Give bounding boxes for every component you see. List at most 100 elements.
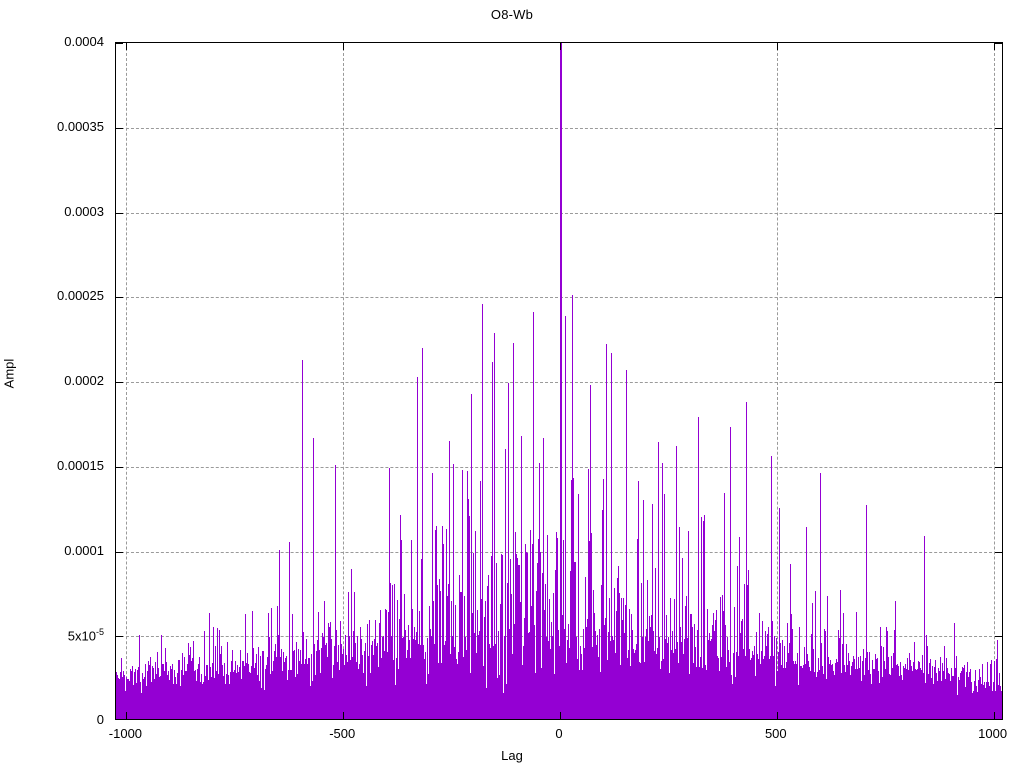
data-impulse — [468, 515, 470, 719]
x-axis-tick-label: -1000 — [108, 726, 143, 741]
data-impulse — [119, 671, 121, 719]
y-axis-tick-mark — [995, 212, 1002, 214]
data-impulse — [164, 647, 166, 719]
data-impulse — [487, 585, 489, 719]
data-impulse — [723, 611, 725, 719]
data-impulse — [494, 332, 496, 719]
data-impulse — [492, 362, 494, 719]
data-impulse — [274, 644, 276, 719]
data-impulse — [513, 624, 515, 719]
data-impulse — [886, 668, 888, 719]
data-impulse — [482, 666, 484, 719]
data-impulse — [591, 533, 593, 719]
data-impulse — [820, 473, 822, 719]
data-impulse — [653, 631, 655, 719]
data-impulse — [403, 593, 405, 719]
data-impulse — [459, 591, 461, 719]
data-impulse — [825, 631, 827, 719]
data-impulse — [456, 662, 458, 719]
data-impulse — [466, 470, 468, 719]
data-impulse — [271, 608, 273, 719]
y-axis-tick-label: 0.0003 — [64, 203, 104, 219]
data-impulse — [865, 505, 867, 719]
data-impulse — [837, 666, 839, 719]
data-impulse — [654, 576, 656, 719]
data-impulse — [995, 659, 997, 719]
y-axis-tick-mark — [995, 297, 1002, 299]
data-impulse — [209, 612, 211, 719]
data-impulse — [940, 656, 942, 719]
data-impulse — [251, 611, 253, 719]
data-impulse — [792, 628, 794, 719]
data-impulse — [688, 530, 690, 719]
data-impulse — [389, 583, 391, 719]
data-impulse — [909, 660, 911, 719]
gridline-horizontal — [116, 636, 1002, 638]
data-impulse — [619, 592, 621, 719]
data-impulse — [768, 626, 770, 719]
y-axis-tick-label: 0.0002 — [64, 373, 104, 388]
data-impulse — [744, 584, 746, 719]
data-impulse — [239, 649, 241, 719]
data-impulse — [759, 612, 761, 719]
data-impulse — [213, 627, 215, 719]
data-impulse — [589, 540, 591, 719]
y-axis-tick-label: 0.0004 — [64, 34, 104, 49]
data-impulse — [253, 648, 255, 719]
data-impulse — [419, 644, 421, 719]
data-impulse — [748, 608, 750, 719]
data-impulse — [784, 645, 786, 719]
data-impulse — [354, 591, 356, 719]
data-impulse — [703, 521, 705, 719]
data-impulse — [651, 503, 653, 719]
data-impulse — [638, 480, 640, 719]
data-impulse — [475, 531, 477, 719]
y-axis-tick-label: 0.00035 — [57, 118, 104, 134]
data-impulse — [454, 605, 456, 719]
data-impulse — [565, 315, 567, 719]
data-impulse — [634, 654, 636, 719]
data-impulse — [572, 295, 574, 719]
data-impulse — [625, 369, 627, 719]
data-impulse — [138, 635, 140, 719]
data-impulse — [449, 441, 451, 719]
x-axis-tick-mark — [343, 712, 345, 719]
data-impulse — [739, 632, 741, 719]
data-impulse — [914, 658, 916, 719]
data-impulse — [234, 660, 236, 719]
data-impulse — [448, 597, 450, 719]
gridline-vertical — [343, 43, 345, 719]
data-impulse — [152, 668, 154, 719]
x-axis-tick-mark — [560, 43, 561, 50]
data-impulse — [542, 437, 544, 719]
data-impulse — [303, 631, 305, 719]
data-impulse — [729, 427, 731, 719]
data-impulse — [421, 558, 423, 719]
x-axis-tick-label: 500 — [764, 726, 787, 741]
data-impulse — [161, 634, 163, 719]
data-impulse — [616, 577, 618, 719]
x-axis-tick-label: -500 — [329, 726, 356, 741]
y-axis-tick-mark — [116, 551, 123, 553]
data-impulse — [929, 659, 931, 719]
data-impulse — [190, 646, 192, 719]
data-impulse — [982, 674, 984, 719]
data-impulse — [917, 661, 919, 719]
data-impulse — [467, 498, 469, 719]
data-impulse — [602, 478, 604, 719]
data-impulse — [1001, 693, 1002, 719]
data-impulse — [256, 654, 258, 719]
data-impulse — [637, 581, 639, 719]
data-impulse — [668, 636, 670, 719]
data-impulse — [664, 494, 666, 719]
data-impulse — [380, 610, 382, 719]
data-impulse — [463, 596, 465, 719]
data-impulse — [393, 584, 395, 719]
data-impulse — [517, 628, 519, 719]
data-impulse — [400, 515, 401, 719]
data-impulse — [245, 613, 247, 719]
data-impulse — [471, 393, 473, 719]
data-impulse — [693, 623, 695, 719]
data-impulse — [926, 635, 928, 719]
y-axis-tick-mark — [116, 636, 123, 638]
